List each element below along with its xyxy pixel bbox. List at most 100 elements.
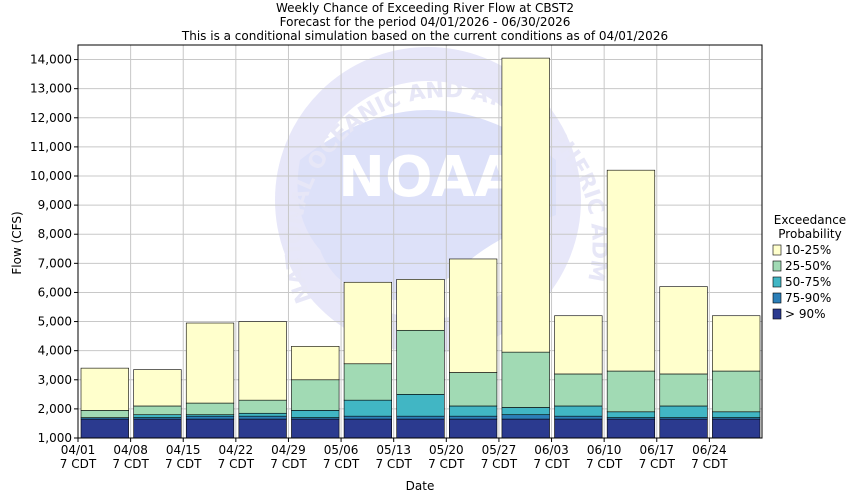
x-tick-sublabel: 7 CDT: [586, 457, 623, 471]
x-tick-sublabel: 7 CDT: [691, 457, 728, 471]
legend-swatch: [772, 244, 782, 256]
x-tick-sublabel: 7 CDT: [639, 457, 676, 471]
bar-segment: [554, 405, 603, 417]
legend: Exceedance Probability 10-25% 25-50% 50-75…: [772, 213, 846, 321]
bar-segment: [659, 418, 708, 439]
x-tick-sublabel: 7 CDT: [375, 457, 412, 471]
legend-title-line2: Probability: [778, 227, 841, 241]
bar-segment: [80, 418, 129, 439]
x-tick-sublabel: 7 CDT: [218, 457, 255, 471]
bar-segment: [80, 410, 129, 418]
y-tick-label: 13,000: [30, 82, 72, 96]
x-tick-label: 04/15: [166, 443, 201, 457]
bar-segment: [449, 418, 498, 439]
bar-segment: [712, 315, 761, 372]
bar-segment: [185, 415, 235, 420]
bar-segment: [185, 402, 235, 416]
bar-segment: [185, 418, 235, 439]
y-tick-label: 8,000: [38, 227, 72, 241]
bar-segment: [501, 57, 550, 353]
x-tick-sublabel: 7 CDT: [533, 457, 570, 471]
y-tick-label: 12,000: [30, 111, 72, 125]
bar-segment: [501, 414, 550, 420]
y-axis-label: Flow (CFS): [10, 211, 24, 274]
bar-segment: [659, 373, 708, 407]
x-tick-label: 04/29: [271, 443, 306, 457]
bar-segment: [712, 370, 761, 413]
bar-segment: [343, 281, 392, 365]
y-tick-label: 3,000: [38, 373, 72, 387]
bar-segment: [133, 418, 182, 439]
legend-swatch: [772, 292, 782, 304]
bar-segment: [554, 315, 603, 375]
y-tick-label: 7,000: [38, 256, 72, 270]
legend-swatch: [772, 260, 782, 272]
bar-segment: [396, 394, 445, 417]
x-tick-label: 04/01: [61, 443, 96, 457]
legend-swatch: [772, 276, 782, 288]
x-tick-sublabel: 7 CDT: [112, 457, 149, 471]
bar-segment: [133, 405, 182, 416]
x-tick-sublabel: 7 CDT: [481, 457, 518, 471]
bar-segment: [501, 351, 550, 408]
x-tick-sublabel: 7 CDT: [60, 457, 97, 471]
x-tick-label: 05/27: [482, 443, 517, 457]
y-tick-label: 1,000: [38, 431, 72, 445]
x-tick-sublabel: 7 CDT: [270, 457, 307, 471]
bar-segment: [396, 329, 445, 395]
bar-segment: [238, 399, 287, 414]
y-tick-label: 9,000: [38, 198, 72, 212]
bar-segment: [659, 405, 708, 418]
bar-segment: [659, 286, 708, 375]
plot-frame: [77, 44, 763, 439]
x-tick-sublabel: 7 CDT: [428, 457, 465, 471]
bar-segment: [343, 363, 392, 401]
x-tick-label: 04/22: [219, 443, 254, 457]
bar-segment: [712, 418, 761, 439]
bar-segment: [501, 418, 550, 439]
bar-segment: [449, 405, 498, 417]
bar-segment: [291, 418, 340, 439]
y-tick-label: 6,000: [38, 285, 72, 299]
bar-segment: [238, 418, 287, 439]
x-tick-label: 05/20: [429, 443, 464, 457]
x-axis-label: Date: [406, 479, 435, 493]
bar-segment: [291, 345, 340, 381]
bar-segment: [238, 415, 287, 420]
bar-segment: [449, 258, 498, 373]
legend-label: 75-90%: [785, 291, 831, 305]
legend-label: 25-50%: [785, 259, 831, 273]
bar-segment: [712, 411, 761, 418]
bar-segment: [396, 279, 445, 331]
bar-segment: [554, 373, 603, 407]
bar-segment: [396, 415, 445, 420]
legend-label: > 90%: [785, 307, 826, 321]
bar-segment: [501, 407, 550, 416]
bar-segment: [133, 414, 182, 418]
y-tick-label: 4,000: [38, 344, 72, 358]
bar-segment: [185, 322, 235, 404]
bar-segment: [343, 418, 392, 439]
bar-segment: [291, 410, 340, 418]
bar-segment: [554, 418, 603, 439]
chart-conditional-note: This is a conditional simulation based o…: [181, 29, 668, 43]
x-tick-sublabel: 7 CDT: [323, 457, 360, 471]
legend-label: 50-75%: [785, 275, 831, 289]
legend-label: 10-25%: [785, 243, 831, 257]
bar-segment: [133, 369, 182, 407]
legend-swatch: [772, 308, 782, 320]
y-tick-label: 5,000: [38, 315, 72, 329]
bar-segment: [554, 415, 603, 420]
bar-segment: [449, 415, 498, 420]
bar-segment: [606, 418, 656, 439]
x-tick-label: 06/24: [692, 443, 727, 457]
bar-segment: [606, 411, 656, 418]
bar-segment: [291, 379, 340, 411]
x-tick-label: 05/06: [324, 443, 359, 457]
chart-subtitle: Forecast for the period 04/01/2026 - 06/…: [280, 15, 571, 29]
y-tick-label: 10,000: [30, 169, 72, 183]
y-tick-label: 11,000: [30, 140, 72, 154]
x-tick-label: 06/17: [639, 443, 674, 457]
